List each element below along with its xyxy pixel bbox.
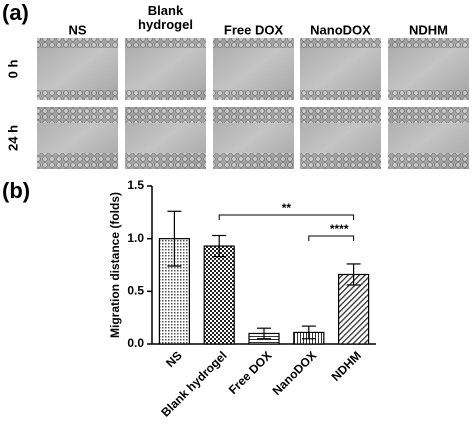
x-tick-label: NanoDOX [270, 348, 320, 398]
column-label: Blank hydrogel [138, 3, 193, 32]
cell-layer [125, 90, 206, 100]
cell-layer [37, 90, 118, 100]
cell-layer [37, 38, 118, 48]
y-tick-label: 1.5 [127, 178, 144, 192]
cell-layer [125, 38, 206, 48]
cell-layer [125, 153, 206, 169]
micrograph [388, 38, 469, 100]
cell-layer [300, 107, 381, 123]
cell-layer [300, 90, 381, 100]
x-tick-label: NS [163, 348, 185, 370]
micrograph [300, 38, 381, 100]
cell-layer [125, 107, 206, 123]
column-label: NS [68, 22, 86, 37]
cell-layer [213, 153, 294, 169]
row-label: 0 h [5, 60, 20, 79]
x-tick-label: Free DOX [226, 348, 275, 397]
significance-bracket [308, 235, 355, 241]
cell-layer [213, 90, 294, 100]
row-label: 24 h [5, 125, 20, 151]
image-grid: NS Blank hydrogel Free DOX NanoDOX NDHM 0 h 24 … [5, 3, 469, 169]
y-axis-label: Migration distance (folds) [108, 192, 122, 338]
cell-layer [388, 38, 469, 48]
micrograph [37, 38, 118, 100]
x-tick-label: NDHM [329, 348, 364, 383]
column-label: Free DOX [224, 22, 284, 37]
panel-label: (a) [2, 0, 29, 25]
cell-layer [300, 153, 381, 169]
significance-label: ** [282, 201, 292, 215]
cell-layer [300, 38, 381, 48]
bar [338, 273, 370, 345]
column-label: NDHM [409, 22, 448, 37]
cell-layer [37, 153, 118, 169]
cell-layer [388, 153, 469, 169]
panel-label: (b) [2, 178, 30, 203]
cell-layer [213, 38, 294, 48]
column-label: NanoDOX [310, 22, 371, 37]
significance-label: **** [330, 222, 349, 236]
cell-layer [37, 107, 118, 123]
y-tick-label: 1.0 [127, 231, 144, 245]
cell-layer [388, 107, 469, 123]
bar [203, 245, 235, 345]
y-tick-label: 0.5 [127, 284, 144, 298]
significance-bracket [218, 214, 355, 220]
micrograph [125, 38, 206, 100]
micrograph [213, 38, 294, 100]
cell-layer [213, 107, 294, 123]
cell-layer [388, 90, 469, 100]
y-tick-label: 0.0 [127, 336, 144, 350]
bar-chart: 0.0 0.5 1.0 1.5 Migration distance (folds) NS… [108, 178, 376, 420]
